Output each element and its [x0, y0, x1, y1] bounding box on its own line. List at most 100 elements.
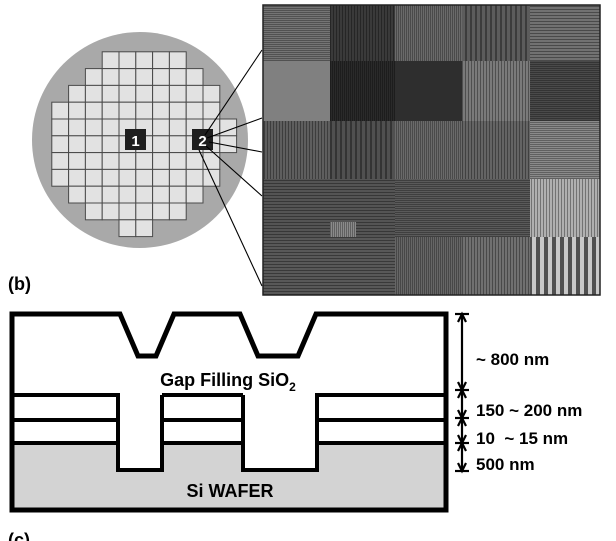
wafer-die — [68, 101, 86, 120]
wafer-die — [51, 135, 70, 154]
wafer-die — [152, 135, 170, 154]
si-wafer-label: Si WAFER — [186, 481, 273, 501]
wafer-die — [51, 118, 70, 137]
dim-500nm: 500 nm — [476, 455, 535, 474]
wafer-die — [168, 202, 187, 221]
wafer-die — [135, 219, 154, 238]
wafer-die — [152, 118, 170, 137]
wafer-die — [135, 68, 154, 86]
die-2 — [192, 129, 213, 150]
wafer-die — [152, 51, 170, 70]
wafer-die — [135, 152, 154, 170]
wafer-die — [152, 185, 170, 204]
dim-10-15nm: 10 ~ 15 nm — [476, 429, 568, 448]
wafer-die — [84, 185, 103, 204]
wafer-die — [202, 152, 221, 170]
dim-800nm: ~ 800 nm — [476, 350, 549, 369]
dimension-markers — [455, 311, 469, 474]
die-2-label: 2 — [198, 133, 206, 150]
wafer-die — [101, 84, 120, 103]
wafer-die — [68, 152, 86, 170]
wafer-die — [168, 84, 187, 103]
wafer-die — [101, 101, 120, 120]
wafer-die — [101, 118, 120, 137]
wafer-die — [68, 135, 86, 154]
wafer-die — [202, 84, 221, 103]
wafer-die — [185, 84, 204, 103]
die-1 — [125, 129, 146, 150]
wafer-die — [185, 101, 204, 120]
zoom-connector-lines — [198, 49, 263, 287]
wafer-die — [168, 168, 187, 187]
wafer-die — [135, 185, 154, 204]
wafer-die — [118, 219, 137, 238]
wafer-die — [101, 152, 120, 170]
wafer-die — [168, 185, 187, 204]
wafer-die — [152, 202, 170, 221]
si-wafer-substrate — [12, 443, 446, 510]
panel-c-label: (c) — [8, 530, 30, 541]
wafer-die — [152, 84, 170, 103]
layer-stack-lines — [12, 393, 446, 472]
wafer-die — [68, 168, 86, 187]
wafer-die — [185, 168, 204, 187]
structure-outline — [9, 311, 449, 513]
wafer-die — [185, 152, 204, 170]
wafer-die — [51, 168, 70, 187]
wafer-die — [118, 168, 137, 187]
wafer-die — [168, 135, 187, 154]
wafer-die — [84, 168, 103, 187]
wafer-die — [101, 168, 120, 187]
wafer-die — [101, 68, 120, 86]
wafer-die — [118, 68, 137, 86]
wafer-die — [118, 101, 137, 120]
cross-section: Gap Filling SiO2 Si WAFER — [9, 311, 449, 513]
wafer-die — [118, 84, 137, 103]
wafer-die — [84, 152, 103, 170]
wafer-die — [101, 51, 120, 70]
wafer-die — [152, 101, 170, 120]
wafer-die — [135, 101, 154, 120]
wafer-die — [168, 101, 187, 120]
wafer-die — [84, 118, 103, 137]
panel-b-label: (b) — [8, 274, 31, 294]
wafer-die — [168, 118, 187, 137]
micrograph-image — [262, 4, 601, 296]
wafer-die — [101, 135, 120, 154]
wafer-die — [84, 135, 103, 154]
wafer-die — [152, 68, 170, 86]
wafer-die — [84, 202, 103, 221]
die-1-label: 1 — [131, 133, 139, 150]
wafer-die — [68, 118, 86, 137]
wafer-die — [84, 84, 103, 103]
wafer-die — [118, 51, 137, 70]
wafer-die — [168, 51, 187, 70]
wafer-die — [68, 84, 86, 103]
wafer-die — [51, 101, 70, 120]
wafer-die — [118, 152, 137, 170]
die-grid — [51, 51, 238, 238]
wafer-die — [84, 68, 103, 86]
wafer-die — [84, 101, 103, 120]
wafer-map: 1 2 — [32, 32, 248, 248]
wafer-die — [152, 152, 170, 170]
wafer-die — [101, 202, 120, 221]
wafer-die — [135, 202, 154, 221]
oxide-label: Gap Filling SiO2 — [160, 370, 296, 394]
wafer-die — [51, 152, 70, 170]
wafer-die — [101, 185, 120, 204]
wafer-die — [185, 68, 204, 86]
wafer-die — [135, 168, 154, 187]
wafer-die — [118, 202, 137, 221]
wafer-die — [135, 84, 154, 103]
wafer-die — [185, 185, 204, 204]
wafer-die — [118, 185, 137, 204]
wafer-die — [168, 152, 187, 170]
wafer-die — [135, 51, 154, 70]
dim-150-200nm: 150 ~ 200 nm — [476, 401, 582, 420]
wafer-die — [219, 118, 238, 137]
wafer-die — [168, 68, 187, 86]
wafer-die — [68, 185, 86, 204]
wafer-die — [152, 168, 170, 187]
